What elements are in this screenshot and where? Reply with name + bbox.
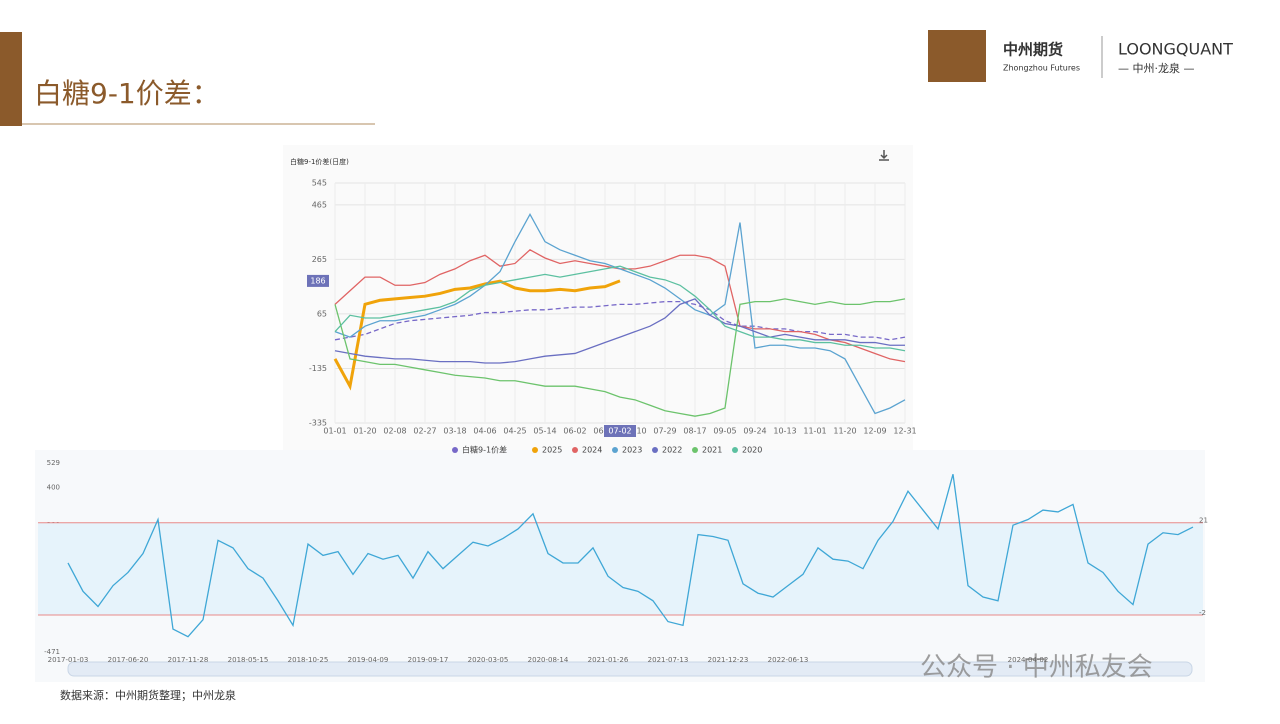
- series-line: [333, 279, 621, 391]
- crosshair-y-label: 186: [310, 276, 325, 285]
- history-chart: -471-20002004005292017-01-032017-06-2020…: [38, 459, 1208, 664]
- legend-label: 2021: [702, 446, 722, 455]
- x-tick-label: 02-27: [413, 427, 436, 436]
- brand: LOONGQUANT: [1118, 40, 1233, 59]
- y-tick-label: -335: [309, 419, 327, 428]
- series-line: [67, 473, 1194, 638]
- x-tick-label: 08-17: [683, 427, 706, 436]
- y-tick-label: 545: [312, 179, 327, 188]
- x-tick-label: 09-24: [743, 427, 766, 436]
- legend-marker: [532, 447, 538, 453]
- source-note: 数据来源：中州期货整理；中州龙泉: [60, 688, 236, 702]
- x-tick-label: 02-08: [383, 427, 406, 436]
- x-tick-label: 10-13: [773, 427, 796, 436]
- legend-marker: [452, 447, 458, 453]
- watermark: 公众号 · 中州私友会: [920, 653, 1153, 683]
- y-tick-label: 265: [312, 255, 327, 264]
- download-icon[interactable]: [879, 150, 889, 161]
- crosshair-y-box: [307, 274, 329, 287]
- x-tick-label: 11-20: [833, 427, 856, 436]
- reference-label: 21: [1199, 517, 1208, 525]
- x-tick-label: 09-05: [713, 427, 736, 436]
- y-tick-label: 465: [312, 200, 327, 209]
- x-tick-label: 2021-07-13: [648, 656, 689, 664]
- logo-icon: [928, 30, 986, 82]
- x-tick-label: 06-02: [563, 427, 586, 436]
- legend-label: 白糖9-1价差: [462, 445, 507, 455]
- series-line: [334, 213, 906, 415]
- title-bar: [0, 32, 22, 126]
- series-line: [334, 298, 906, 417]
- x-tick-label: 2018-05-15: [228, 656, 269, 664]
- series-line: [334, 265, 906, 352]
- x-tick-label: 2021-01-26: [588, 656, 629, 664]
- legend-marker: [612, 447, 618, 453]
- x-tick-label: 03-18: [443, 427, 466, 436]
- legend-label: 2020: [742, 446, 762, 455]
- x-tick-label: 12-09: [863, 427, 886, 436]
- series-line: [334, 300, 906, 341]
- legend-marker: [692, 447, 698, 453]
- chart-title: 白糖9-1价差(日度): [290, 157, 349, 166]
- crosshair-x-label: 07-02: [608, 427, 631, 436]
- x-tick-label: 04-06: [473, 427, 496, 436]
- legend-label: 2022: [662, 446, 682, 455]
- x-tick-label: 2020-03-05: [468, 656, 509, 664]
- x-tick-label: 07-29: [653, 427, 676, 436]
- chart1-bg: [283, 145, 913, 465]
- brand-sub: — 中州·龙泉 —: [1118, 61, 1195, 75]
- crosshair-x-box: [604, 425, 636, 437]
- logo-cn: 中州期货: [1003, 41, 1063, 59]
- x-tick-label: 2022-06-13: [768, 656, 809, 664]
- y-tick-label: -471: [44, 648, 60, 656]
- x-tick-label: 2018-10-25: [288, 656, 329, 664]
- x-tick-label: 05-14: [533, 427, 556, 436]
- y-tick-label: 529: [47, 459, 60, 467]
- seasonal-chart: 白糖9-1价差(日度) -335 -135 65 265 465 545 01-01 01-20…: [290, 157, 917, 455]
- legend-marker: [652, 447, 658, 453]
- x-tick-label: 2019-04-09: [348, 656, 389, 664]
- x-tick-label: 2017-01-03: [48, 656, 89, 664]
- legend-marker: [572, 447, 578, 453]
- legend-label: 2024: [582, 446, 602, 455]
- x-tick-label: 01-20: [353, 427, 376, 436]
- y-tick-label: 400: [47, 483, 60, 491]
- zoom-slider[interactable]: [67, 661, 1193, 677]
- x-tick-label: 2017-11-28: [168, 656, 209, 664]
- reference-label: -2: [1199, 609, 1206, 617]
- x-tick-label: 2020-08-14: [528, 656, 569, 664]
- logo-en: Zhongzhou Futures: [1003, 64, 1080, 73]
- y-tick-label: -135: [309, 364, 327, 373]
- series-line: [334, 298, 905, 364]
- legend-label: 2023: [622, 446, 642, 455]
- y-tick-label: 65: [317, 309, 327, 318]
- x-tick-label: 2017-06-20: [108, 656, 149, 664]
- x-tick-label: 11-01: [803, 427, 826, 436]
- x-tick-label: 2019-09-17: [408, 656, 449, 664]
- slide-title: 白糖9-1价差：: [34, 77, 220, 110]
- x-tick-label: 04-25: [503, 427, 526, 436]
- band: [38, 522, 1203, 615]
- x-tick-label: 2021-12-23: [708, 656, 749, 664]
- x-tick-label: 2024-04-02: [1008, 656, 1049, 664]
- x-tick-label: 01-01: [323, 427, 346, 436]
- legend-marker: [732, 447, 738, 453]
- x-tick-label: 12-31: [893, 427, 916, 436]
- legend-label: 2025: [542, 446, 562, 455]
